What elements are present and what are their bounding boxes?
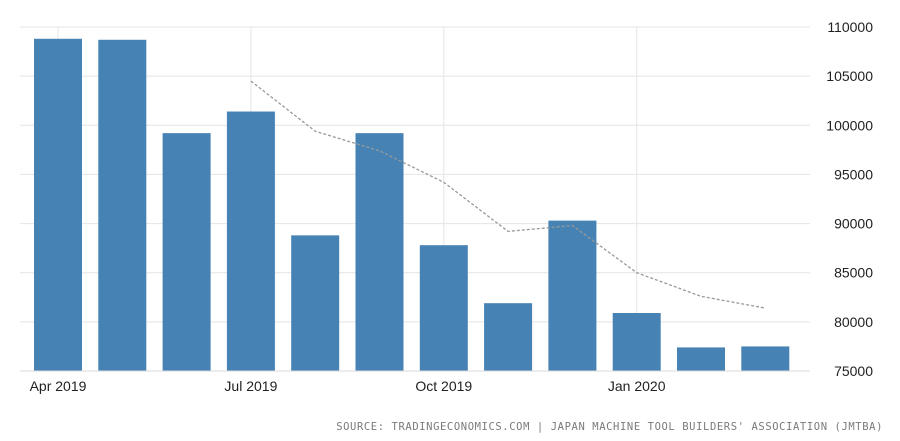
x-tick-label: Jul 2019 — [224, 378, 277, 394]
y-tick-label: 105000 — [826, 68, 873, 84]
source-caption: SOURCE: TRADINGECONOMICS.COM | JAPAN MAC… — [336, 421, 883, 433]
bar — [226, 111, 275, 372]
bar — [291, 235, 340, 371]
bar — [741, 346, 790, 371]
y-tick-label: 75000 — [834, 363, 873, 379]
bar — [419, 245, 468, 371]
bar — [612, 313, 661, 371]
bar — [548, 220, 597, 371]
trend-series-line — [250, 80, 766, 309]
y-tick-label: 90000 — [834, 216, 873, 232]
x-axis-ticks: Apr 2019 Jul 2019 Oct 2019 Jan 2020 — [30, 378, 666, 394]
bar — [677, 347, 725, 371]
y-tick-label: 80000 — [834, 314, 873, 330]
bar — [355, 133, 404, 371]
trend-line — [250, 80, 766, 309]
bar — [484, 303, 533, 371]
y-axis-ticks: 75000 80000 85000 90000 95000 100000 105000 110… — [826, 19, 873, 379]
bar — [98, 39, 147, 372]
y-tick-label: 85000 — [834, 265, 873, 281]
y-tick-label: 100000 — [826, 117, 873, 133]
y-tick-label: 110000 — [827, 19, 873, 35]
y-tick-label: 95000 — [834, 166, 873, 182]
x-tick-label: Oct 2019 — [415, 378, 472, 394]
x-tick-label: Apr 2019 — [30, 378, 87, 394]
x-tick-label: Jan 2020 — [608, 378, 666, 394]
bar — [34, 38, 82, 372]
grid-lines — [20, 26, 810, 371]
bars — [34, 38, 790, 372]
bar — [162, 133, 211, 371]
